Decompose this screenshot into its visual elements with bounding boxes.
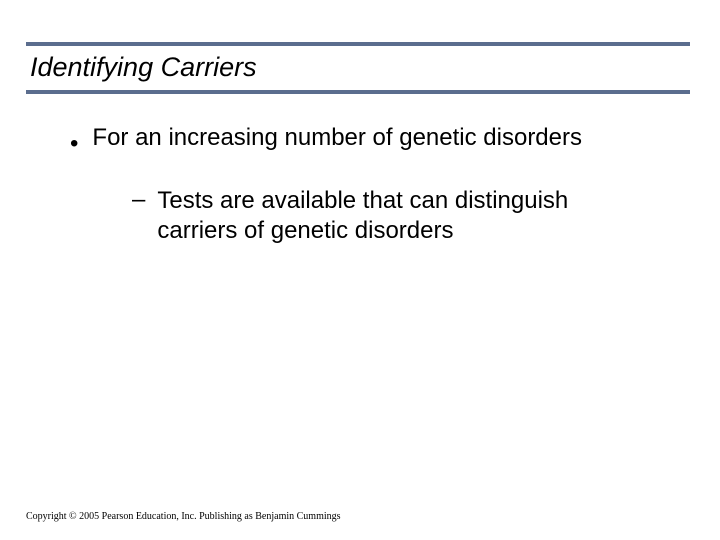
bullet-level-1: • For an increasing number of genetic di…	[70, 124, 684, 152]
bullet-text: For an increasing number of genetic diso…	[92, 124, 582, 152]
copyright-text: Copyright © 2005 Pearson Education, Inc.…	[26, 511, 341, 522]
bullet-marker: •	[70, 132, 78, 156]
top-divider	[26, 42, 690, 46]
slide-title: Identifying Carriers	[30, 52, 257, 83]
bullet-text: Tests are available that can distinguish…	[157, 186, 650, 246]
slide: Identifying Carriers • For an increasing…	[0, 0, 720, 540]
bullet-marker: –	[132, 186, 145, 215]
bullet-level-2: – Tests are available that can distingui…	[132, 186, 650, 246]
title-underline	[26, 90, 690, 94]
